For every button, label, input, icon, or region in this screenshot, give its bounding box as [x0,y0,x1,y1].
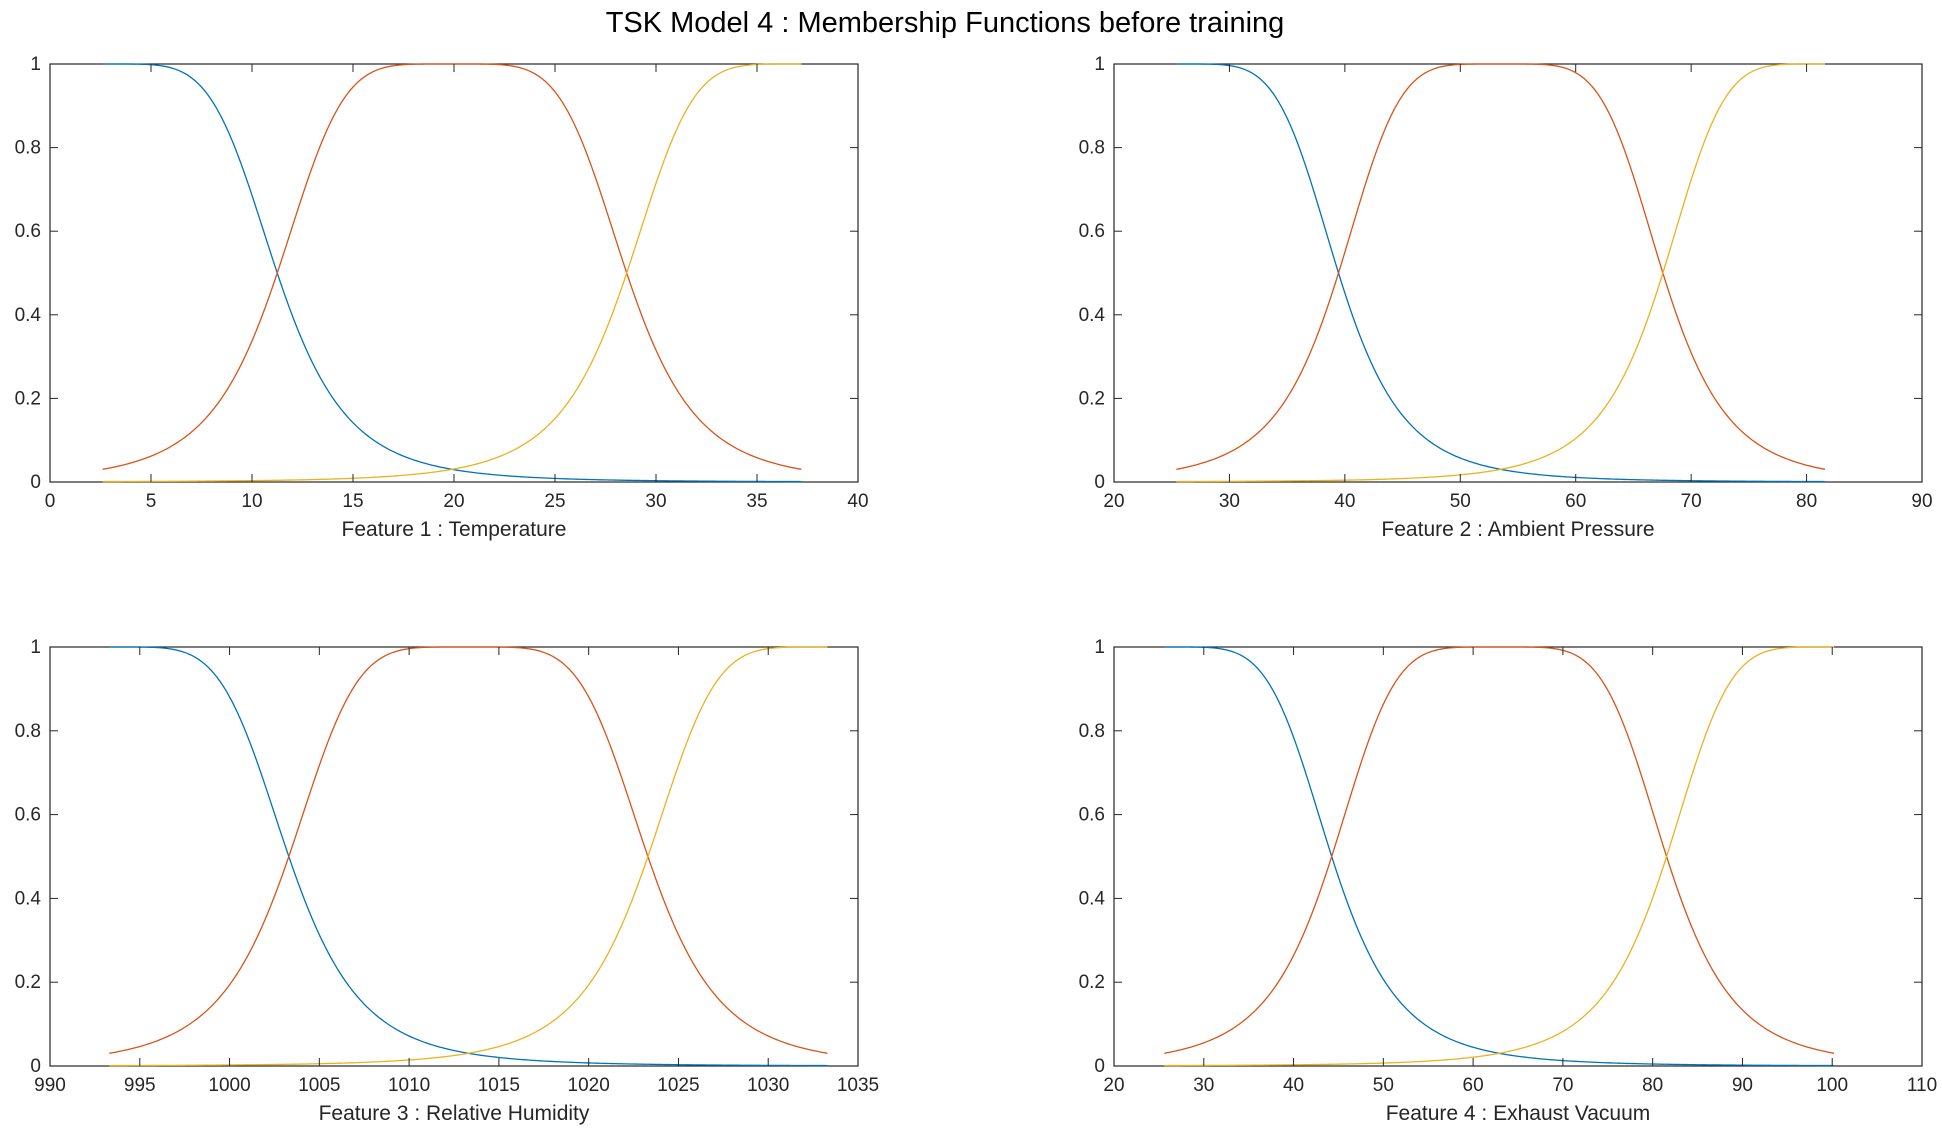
y-tick-label: 0 [1094,472,1105,493]
x-tick-label: 70 [1552,1075,1573,1096]
x-tick-label: 60 [1463,1075,1484,1096]
x-tick-label: 70 [1681,491,1702,512]
x-tick-label: 1020 [568,1075,610,1096]
x-tick-label: 5 [146,491,157,512]
y-tick-label: 0 [30,1056,41,1077]
y-tick-label: 0 [30,472,41,493]
x-tick-label: 990 [34,1075,66,1096]
x-tick-label: 100 [1816,1075,1848,1096]
y-tick-label: 0.2 [15,388,41,409]
membership-curve-2 [1164,646,1835,1054]
plot-area-frame [1113,63,1923,483]
x-axis-label: Feature 2 : Ambient Pressure [1381,518,1654,541]
y-tick-label: 0.4 [15,305,42,326]
subplot-4: 20 30 40 50 60 70 80 90 100 110 0 0.2 0.4 0.6 0.8 1 Feat… [1079,637,1938,1125]
y-tick-label: 1 [30,54,41,75]
y-tick-label: 0.6 [15,805,41,826]
figure-title: TSK Model 4 : Membership Functions befor… [606,7,1285,39]
x-tick-label: 60 [1565,491,1586,512]
x-tick-label: 25 [544,491,565,512]
x-tick-label: 35 [746,491,767,512]
membership-curve-2 [102,63,802,470]
x-tick-label: 1030 [747,1075,789,1096]
membership-curve-3 [102,63,802,483]
membership-curve-2 [109,646,828,1054]
x-tick-label: 0 [45,491,56,512]
y-tick-label: 0.6 [1079,805,1105,826]
x-tick-label: 40 [847,491,868,512]
plot-area-frame [49,646,859,1067]
x-tick-label: 1005 [298,1075,340,1096]
x-tick-label: 30 [1219,491,1240,512]
x-axis-label: Feature 1 : Temperature [342,518,567,541]
x-tick-label: 20 [1103,1075,1124,1096]
y-tick-label: 0.2 [1079,388,1105,409]
x-tick-label: 20 [443,491,464,512]
x-tick-label: 50 [1373,1075,1394,1096]
x-tick-label: 1035 [837,1075,879,1096]
x-tick-label: 1010 [388,1075,430,1096]
x-tick-label: 80 [1796,491,1817,512]
x-tick-label: 30 [1193,1075,1214,1096]
y-tick-label: 1 [1094,54,1105,75]
x-tick-label: 1025 [657,1075,699,1096]
x-tick-label: 1015 [478,1075,520,1096]
plot-area-frame [49,63,859,483]
y-tick-label: 0.8 [1079,721,1105,742]
x-tick-label: 995 [124,1075,156,1096]
x-axis-label: Feature 4 : Exhaust Vacuum [1386,1102,1651,1125]
plot-area-frame [1113,646,1923,1067]
y-tick-label: 0.4 [1079,305,1106,326]
membership-curve-3 [1164,646,1835,1067]
y-tick-label: 0.4 [15,888,42,909]
y-tick-label: 0.2 [15,972,41,993]
y-tick-label: 0.6 [15,221,41,242]
x-tick-label: 10 [241,491,262,512]
membership-curve-3 [1176,63,1826,483]
x-tick-label: 110 [1907,1075,1937,1096]
x-tick-label: 15 [342,491,363,512]
y-tick-label: 0.8 [1079,138,1105,159]
x-tick-label: 80 [1642,1075,1663,1096]
y-tick-label: 1 [1094,637,1105,658]
x-tick-label: 1000 [208,1075,250,1096]
x-tick-label: 90 [1911,491,1932,512]
membership-curve-2 [1176,63,1826,470]
x-tick-label: 90 [1732,1075,1753,1096]
x-tick-label: 30 [645,491,666,512]
subplot-2: 20 30 40 50 60 70 80 90 0 0.2 0.4 0.6 0.8 1 Feature 2 … [1079,54,1933,541]
subplot-1: 0 5 10 15 20 25 30 35 40 0 0.2 0.4 0.6 0.8 1 Feature 1 … [15,54,869,541]
y-tick-label: 1 [30,637,41,658]
y-tick-label: 0.8 [15,138,41,159]
subplot-3: 990 995 1000 1005 1010 1015 1020 1025 1030 1035 0 0… [15,637,880,1125]
y-tick-label: 0.4 [1079,888,1106,909]
x-tick-label: 20 [1103,491,1124,512]
membership-curve-3 [109,646,828,1067]
y-tick-label: 0.6 [1079,221,1105,242]
x-tick-label: 50 [1450,491,1471,512]
x-tick-label: 40 [1283,1075,1304,1096]
y-tick-label: 0.8 [15,721,41,742]
x-tick-label: 40 [1334,491,1355,512]
y-tick-label: 0 [1094,1056,1105,1077]
y-tick-label: 0.2 [1079,972,1105,993]
x-axis-label: Feature 3 : Relative Humidity [319,1102,590,1125]
